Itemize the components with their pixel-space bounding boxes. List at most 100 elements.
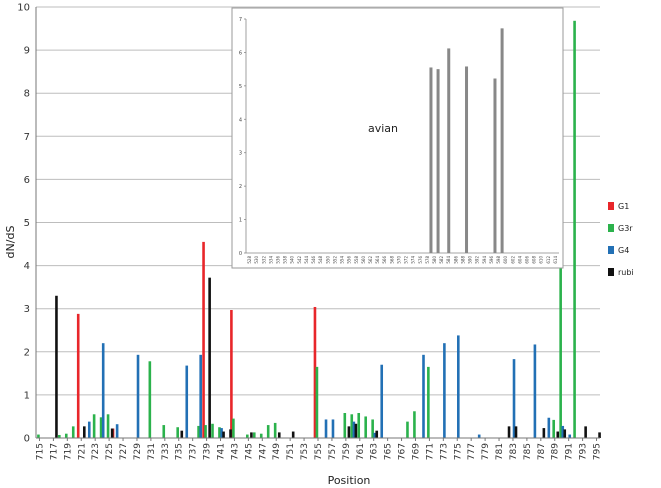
y-tick-label: 2 [24, 347, 30, 358]
x-tick-label: 721 [77, 443, 87, 460]
legend-swatch-g4 [608, 246, 614, 254]
inset-bars [429, 28, 504, 254]
inset-x-tick-label: 572 [404, 256, 409, 264]
bar-g1-743 [230, 309, 233, 438]
bar-g3r-725 [106, 414, 110, 438]
x-tick-label: 733 [161, 443, 171, 460]
inset-x-tick-label: 592 [475, 256, 480, 264]
inset-x-tick-label: 600 [503, 256, 508, 264]
inset-bar-589 [465, 66, 469, 254]
inset-x-tick-label: 558 [354, 256, 359, 264]
x-tick-label: 735 [175, 443, 185, 460]
inset-bar-599 [500, 28, 504, 253]
inset-x-tick-label: 556 [347, 256, 352, 264]
legend-label-g4: G4 [618, 246, 629, 255]
bar-g4-773 [443, 343, 446, 438]
bar-g3r-718 [58, 434, 61, 438]
inset-x-tick-label: 574 [411, 256, 416, 264]
bar-rubi-739 [208, 277, 211, 438]
x-tick-label: 783 [509, 443, 519, 460]
main-axes [35, 7, 600, 441]
y-tick-label: 6 [24, 175, 30, 186]
bar-rubi-745 [250, 432, 253, 438]
main-x-tick-labels: 715 717 719 721 723 725 727 729 731 733 735 737 739 7… [35, 443, 602, 460]
bar-rubi-782 [507, 426, 511, 438]
bar-g3r-719 [64, 433, 68, 438]
inset-bar-579 [429, 67, 433, 253]
inset-y-tick-labels: 0 1 2 3 4 5 6 7 [239, 17, 242, 257]
bar-g4-724 [101, 343, 105, 438]
x-tick-label: 767 [398, 443, 408, 460]
bar-g4-778 [477, 434, 481, 438]
legend-label-g3r: G3r [618, 224, 633, 233]
inset-x-tick-label: 582 [439, 256, 444, 264]
inset-bar-581 [436, 69, 440, 254]
x-tick-label: 765 [384, 443, 394, 460]
inset-x-tick-label: 546 [311, 256, 316, 264]
bar-rubi-793 [584, 426, 587, 438]
bar-g4-775 [457, 335, 460, 438]
inset-axes [244, 18, 559, 254]
x-tick-label: 755 [314, 443, 324, 460]
y-tick-label: 4 [24, 261, 30, 272]
bar-g3r-747 [259, 433, 263, 438]
x-axis-label: Position [328, 474, 371, 487]
y-tick-label: 7 [24, 132, 30, 143]
y-axis-label: dN/dS [4, 226, 17, 259]
x-tick-label: 781 [495, 443, 505, 460]
bar-g3r-762 [364, 416, 367, 438]
inset-x-tick-label: 538 [283, 256, 288, 264]
inset-x-tick-label: 570 [396, 256, 401, 264]
bar-g3r-740 [211, 423, 214, 438]
x-tick-label: 731 [147, 443, 157, 460]
x-tick-label: 717 [49, 443, 59, 460]
bar-g3r-741 [218, 427, 221, 438]
bar-g3r-790 [559, 136, 562, 439]
inset-x-tick-label: 602 [510, 256, 515, 264]
bar-g4-726 [115, 424, 119, 438]
inset-x-tick-label: 594 [482, 256, 487, 264]
y-tick-label: 3 [24, 304, 30, 315]
bar-g3r-735 [176, 427, 179, 438]
bar-g3r-749 [273, 422, 277, 438]
inset-x-tick-label: 532 [261, 256, 266, 264]
bar-g1-755 [313, 306, 317, 438]
bar-g1-739 [202, 241, 205, 438]
bar-g3r-763 [371, 419, 374, 438]
x-tick-label: 779 [481, 443, 491, 460]
inset-x-tick-label: 554 [340, 256, 345, 264]
x-tick-label: 737 [189, 443, 199, 460]
bar-g3r-745 [246, 434, 249, 438]
x-tick-label: 761 [356, 443, 366, 460]
inset-annotation: avian [368, 122, 398, 135]
y-tick-label: 5 [24, 218, 30, 229]
bar-rubi-759 [347, 426, 351, 438]
x-tick-label: 753 [300, 443, 310, 460]
inset-frame [231, 7, 564, 269]
bar-g3r-731 [148, 361, 152, 438]
bar-g4-783 [512, 359, 516, 438]
inset-x-tick-label: 560 [361, 256, 366, 264]
inset-x-tick-label: 534 [268, 256, 273, 264]
bar-rubi-725 [110, 428, 114, 438]
x-tick-label: 727 [119, 443, 129, 460]
bar-rubi-751 [291, 431, 295, 438]
inset-y-tick-label: 2 [239, 184, 242, 190]
bar-rubi-783 [514, 426, 518, 438]
x-tick-label: 775 [453, 443, 463, 460]
y-tick-label: 9 [24, 46, 30, 57]
inset-y-tick-label: 4 [239, 117, 242, 123]
inset-x-tick-label: 580 [432, 256, 437, 264]
bar-g3r-760 [350, 414, 354, 438]
bar-g3r-746 [252, 432, 256, 438]
inset-x-tick-labels: 528 530 532 534 536 538 540 542 544 546 548 550 552 5… [247, 256, 558, 264]
bar-rubi-717 [55, 295, 58, 438]
bar-g3r-761 [357, 413, 361, 438]
legend-swatch-rubi [608, 268, 614, 276]
x-tick-label: 747 [258, 443, 268, 460]
bar-rubi-789 [556, 431, 560, 438]
x-tick-label: 777 [467, 443, 477, 460]
legend: G1 G3r G4 rubi [608, 202, 634, 277]
inset-x-tick-label: 588 [460, 256, 465, 264]
